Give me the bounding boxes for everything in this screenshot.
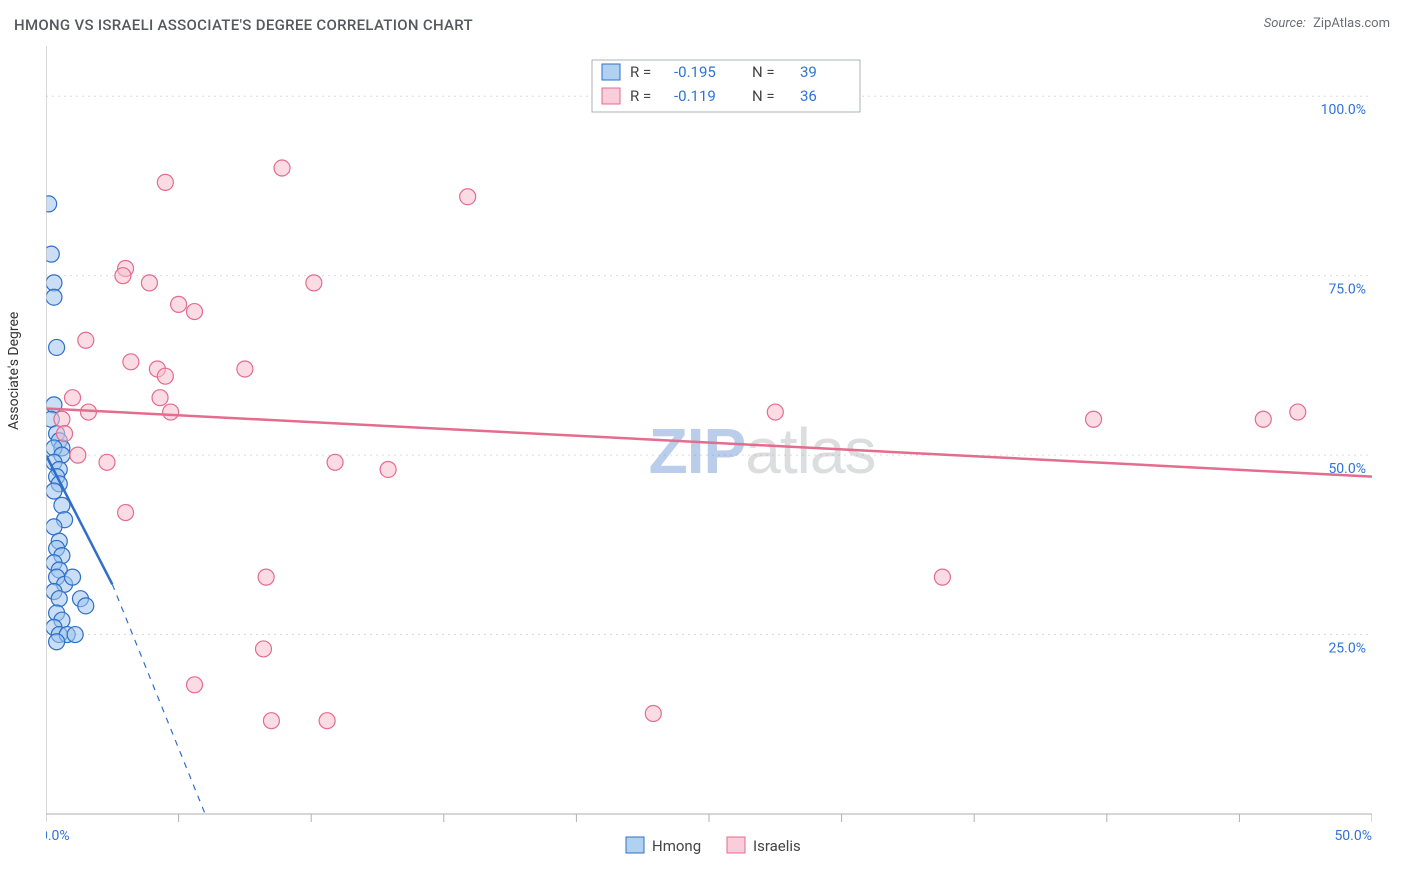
data-point-israelis [645,706,661,722]
data-point-israelis [263,713,279,729]
data-point-israelis [187,304,203,320]
data-point-hmong [46,483,62,499]
data-point-israelis [460,189,476,205]
stats-r-value-israelis: -0.119 [674,87,716,105]
legend-swatch-hmong [626,837,644,853]
data-point-hmong [46,397,62,413]
source-value: ZipAtlas.com [1313,16,1390,31]
data-point-hmong [49,634,65,650]
data-point-israelis [306,275,322,291]
stats-r-value-hmong: -0.195 [674,63,716,81]
stats-n-value-israelis: 36 [800,87,817,105]
data-point-israelis [70,447,86,463]
data-point-israelis [934,569,950,585]
data-point-israelis [380,461,396,477]
data-point-hmong [46,275,62,291]
legend-swatch-israelis [727,837,745,853]
y-axis-label: Associate's Degree [6,312,22,430]
data-point-hmong [67,627,83,643]
data-point-israelis [99,454,115,470]
data-point-hmong [46,289,62,305]
stats-swatch-hmong [602,64,620,80]
stats-n-label-hmong: N = [752,63,775,81]
plot-area: ZIPatlas0.0%50.0%25.0%50.0%75.0%100.0%R … [46,46,1372,814]
stats-n-label-israelis: N = [752,87,775,105]
data-point-hmong [51,591,67,607]
data-point-israelis [255,641,271,657]
data-point-israelis [171,296,187,312]
data-point-israelis [141,275,157,291]
data-point-israelis [767,404,783,420]
legend-label-hmong: Hmong [652,837,701,855]
data-point-hmong [46,246,59,262]
data-point-israelis [1255,411,1271,427]
source-attribution: Source: ZipAtlas.com [1264,16,1390,31]
data-point-israelis [54,411,70,427]
data-point-israelis [57,426,73,442]
watermark: ZIPatlas [649,415,876,487]
source-label: Source: [1264,16,1306,31]
y-tick-label: 50.0% [1328,461,1366,477]
x-tick-label: 0.0% [46,828,70,844]
data-point-hmong [65,569,81,585]
data-point-israelis [65,390,81,406]
data-point-hmong [46,519,62,535]
data-point-israelis [157,368,173,384]
data-point-israelis [319,713,335,729]
chart-title: HMONG VS ISRAELI ASSOCIATE'S DEGREE CORR… [14,16,473,34]
y-tick-label: 25.0% [1328,641,1366,657]
data-point-israelis [157,174,173,190]
data-point-israelis [152,390,168,406]
data-point-israelis [123,354,139,370]
data-point-israelis [327,454,343,470]
data-point-israelis [163,404,179,420]
data-point-hmong [49,339,65,355]
data-point-israelis [1086,411,1102,427]
data-point-israelis [115,268,131,284]
stats-r-label-israelis: R = [630,87,651,105]
data-point-israelis [78,332,94,348]
data-point-israelis [237,361,253,377]
chart-svg: ZIPatlas 0.0% 50.0% 25.0% 50.0% 75.0% 100.0% R … [46,46,1372,874]
data-point-israelis [187,677,203,693]
stats-r-label-hmong: R = [630,63,651,81]
y-tick-label: 75.0% [1328,282,1366,298]
chart-container: HMONG VS ISRAELI ASSOCIATE'S DEGREE CORR… [0,0,1406,892]
data-point-israelis [1290,404,1306,420]
header: HMONG VS ISRAELI ASSOCIATE'S DEGREE CORR… [0,0,1406,46]
data-point-israelis [258,569,274,585]
x-tick-label: 50.0% [1334,828,1372,844]
data-point-israelis [118,505,134,521]
y-tick-label: 100.0% [1321,102,1366,118]
stats-n-value-hmong: 39 [800,63,817,81]
legend-label-israelis: Israelis [753,837,801,855]
data-point-israelis [274,160,290,176]
data-point-hmong [78,598,94,614]
data-point-hmong [46,196,57,212]
stats-swatch-israelis [602,88,620,104]
